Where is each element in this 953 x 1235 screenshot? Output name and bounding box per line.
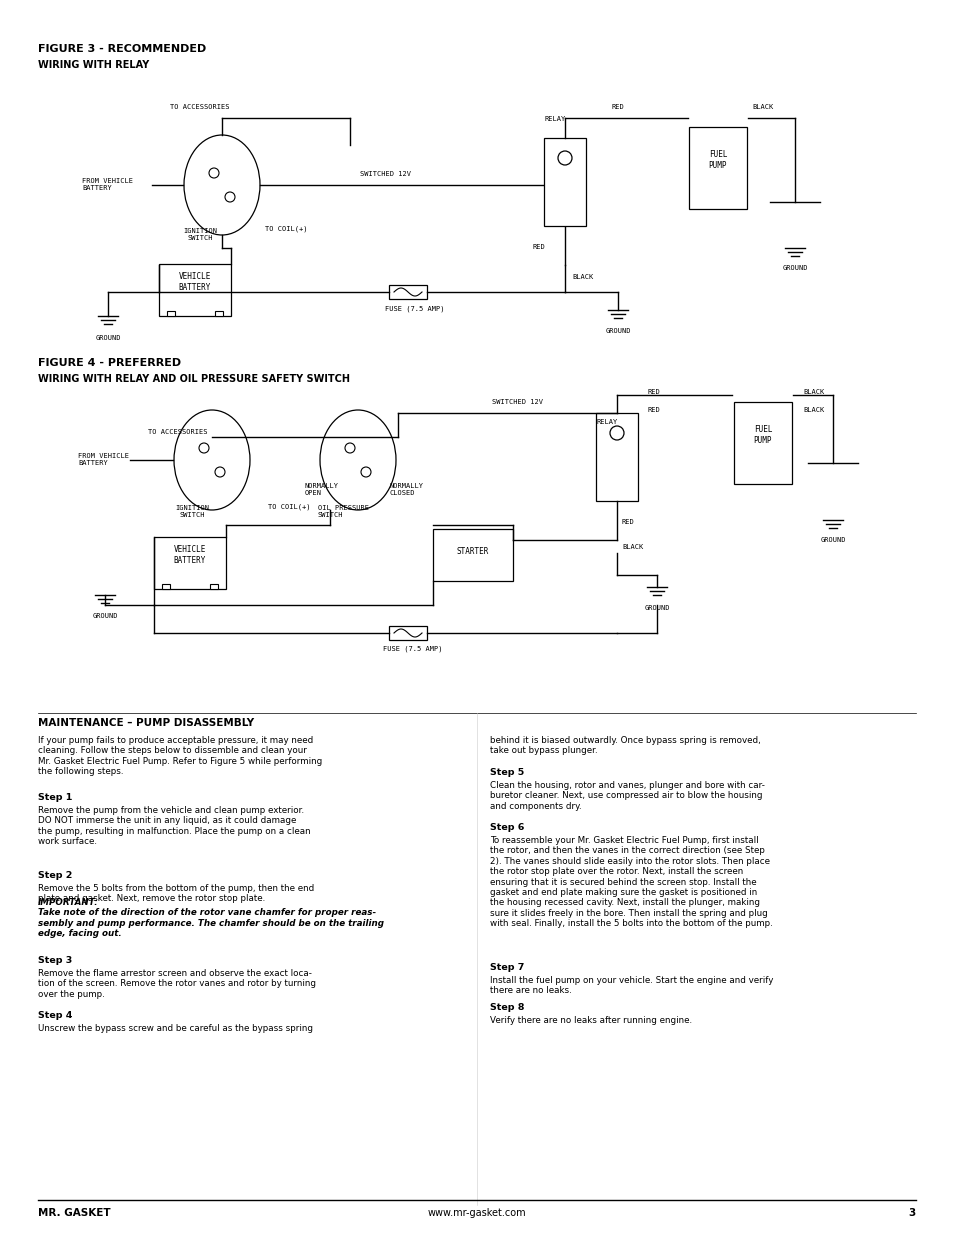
Text: Step 3: Step 3 (38, 956, 72, 965)
Text: Step 1: Step 1 (38, 793, 72, 802)
Ellipse shape (173, 410, 250, 510)
Bar (733, 403, 791, 484)
Text: behind it is biased outwardly. Once bypass spring is removed,
take out bypass pl: behind it is biased outwardly. Once bypa… (490, 736, 760, 756)
Text: WIRING WITH RELAY: WIRING WITH RELAY (38, 61, 149, 70)
Bar (389, 285, 427, 299)
Text: FROM VEHICLE
BATTERY: FROM VEHICLE BATTERY (82, 178, 132, 191)
Text: IGNITION
SWITCH: IGNITION SWITCH (183, 228, 216, 241)
Circle shape (209, 168, 219, 178)
Text: VEHICLE
BATTERY: VEHICLE BATTERY (173, 546, 206, 564)
Text: BLACK: BLACK (802, 389, 823, 395)
Text: FUEL
PUMP: FUEL PUMP (708, 151, 726, 169)
Bar (214, 311, 223, 316)
Bar (543, 138, 585, 226)
Text: BLACK: BLACK (621, 543, 642, 550)
Text: Unscrew the bypass screw and be careful as the bypass spring: Unscrew the bypass screw and be careful … (38, 1024, 313, 1032)
Text: FUSE (7.5 AMP): FUSE (7.5 AMP) (382, 645, 442, 652)
Text: FIGURE 4 - PREFERRED: FIGURE 4 - PREFERRED (38, 358, 181, 368)
Text: GROUND: GROUND (92, 613, 117, 619)
Text: 3: 3 (908, 1208, 915, 1218)
Circle shape (345, 443, 355, 453)
Bar (162, 584, 170, 589)
Text: GROUND: GROUND (95, 335, 121, 341)
Text: TO COIL(+): TO COIL(+) (268, 503, 310, 510)
Text: IGNITION
SWITCH: IGNITION SWITCH (174, 505, 209, 517)
Text: TO ACCESSORIES: TO ACCESSORIES (148, 429, 208, 435)
Bar (596, 412, 638, 501)
Bar (153, 537, 226, 589)
Text: BLACK: BLACK (802, 408, 823, 412)
Text: Install the fuel pump on your vehicle. Start the engine and verify
there are no : Install the fuel pump on your vehicle. S… (490, 976, 773, 995)
Text: Remove the flame arrestor screen and observe the exact loca-
tion of the screen.: Remove the flame arrestor screen and obs… (38, 969, 315, 999)
Text: Verify there are no leaks after running engine.: Verify there are no leaks after running … (490, 1016, 691, 1025)
Bar (210, 584, 218, 589)
Bar (389, 626, 427, 640)
Text: GROUND: GROUND (781, 266, 807, 270)
Text: IMPORTANT:
Take note of the direction of the rotor vane chamfer for proper reas-: IMPORTANT: Take note of the direction of… (38, 898, 384, 939)
Text: RELAY: RELAY (597, 419, 618, 425)
Text: VEHICLE
BATTERY: VEHICLE BATTERY (178, 272, 211, 291)
Text: FIGURE 3 - RECOMMENDED: FIGURE 3 - RECOMMENDED (38, 44, 206, 54)
Bar (159, 264, 231, 316)
Text: TO COIL(+): TO COIL(+) (265, 225, 307, 231)
Text: Step 7: Step 7 (490, 963, 524, 972)
Text: Step 5: Step 5 (490, 768, 524, 777)
Bar (433, 529, 513, 580)
Text: STARTER: STARTER (456, 547, 489, 556)
Text: If your pump fails to produce acceptable pressure, it may need
cleaning. Follow : If your pump fails to produce acceptable… (38, 736, 322, 777)
Circle shape (225, 191, 234, 203)
Text: FROM VEHICLE
BATTERY: FROM VEHICLE BATTERY (78, 453, 129, 466)
Text: RED: RED (647, 408, 660, 412)
Text: NORMALLY
CLOSED: NORMALLY CLOSED (390, 483, 423, 496)
Circle shape (214, 467, 225, 477)
Text: RELAY: RELAY (544, 116, 566, 122)
Bar (688, 127, 746, 209)
Text: BLACK: BLACK (572, 274, 593, 280)
Text: BLACK: BLACK (751, 104, 773, 110)
Text: GROUND: GROUND (643, 605, 669, 611)
Text: NORMALLY
OPEN: NORMALLY OPEN (305, 483, 338, 496)
Ellipse shape (319, 410, 395, 510)
Text: MAINTENANCE – PUMP DISASSEMBLY: MAINTENANCE – PUMP DISASSEMBLY (38, 718, 253, 727)
Text: RED: RED (612, 104, 624, 110)
Text: FUSE (7.5 AMP): FUSE (7.5 AMP) (385, 305, 444, 311)
Text: Step 8: Step 8 (490, 1003, 524, 1011)
Circle shape (558, 151, 572, 165)
Text: MR. GASKET: MR. GASKET (38, 1208, 111, 1218)
Text: Step 2: Step 2 (38, 871, 72, 881)
Text: TO ACCESSORIES: TO ACCESSORIES (170, 104, 230, 110)
Circle shape (609, 426, 623, 440)
Text: SWITCHED 12V: SWITCHED 12V (492, 399, 542, 405)
Text: To reassemble your Mr. Gasket Electric Fuel Pump, first install
the rotor, and t: To reassemble your Mr. Gasket Electric F… (490, 836, 772, 929)
Text: Remove the pump from the vehicle and clean pump exterior.
DO NOT immerse the uni: Remove the pump from the vehicle and cle… (38, 806, 311, 846)
Circle shape (199, 443, 209, 453)
Text: SWITCHED 12V: SWITCHED 12V (359, 170, 411, 177)
Text: GROUND: GROUND (820, 537, 845, 543)
Text: WIRING WITH RELAY AND OIL PRESSURE SAFETY SWITCH: WIRING WITH RELAY AND OIL PRESSURE SAFET… (38, 374, 350, 384)
Text: GROUND: GROUND (604, 329, 630, 333)
Circle shape (360, 467, 371, 477)
Bar (167, 311, 174, 316)
Text: RED: RED (621, 519, 634, 525)
Text: Step 6: Step 6 (490, 823, 524, 832)
Text: Clean the housing, rotor and vanes, plunger and bore with car-
buretor cleaner. : Clean the housing, rotor and vanes, plun… (490, 781, 764, 811)
Text: RED: RED (532, 245, 544, 249)
Text: FUEL
PUMP: FUEL PUMP (753, 425, 771, 445)
Text: OIL PRESSURE
SWITCH: OIL PRESSURE SWITCH (317, 505, 369, 517)
Text: Step 4: Step 4 (38, 1011, 72, 1020)
Text: Remove the 5 bolts from the bottom of the pump, then the end
plate and gasket. N: Remove the 5 bolts from the bottom of th… (38, 884, 314, 903)
Ellipse shape (184, 135, 260, 235)
Text: RED: RED (647, 389, 660, 395)
Text: www.mr-gasket.com: www.mr-gasket.com (427, 1208, 526, 1218)
